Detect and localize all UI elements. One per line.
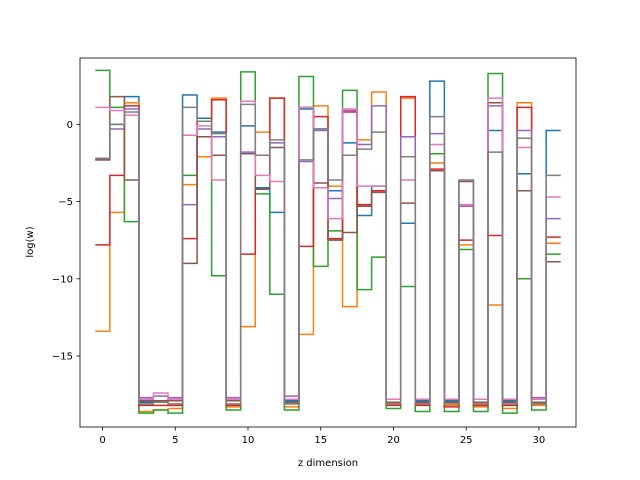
y-axis-ticks: −15 −10 −5 0 bbox=[52, 120, 80, 362]
series-line-4 bbox=[95, 95, 561, 408]
axes-frame bbox=[79, 57, 577, 428]
x-tick-label: 0 bbox=[99, 435, 105, 446]
x-tick-label: 30 bbox=[533, 435, 546, 446]
x-tick-label: 15 bbox=[314, 435, 327, 446]
y-tick-label: −5 bbox=[58, 197, 73, 208]
series-layer bbox=[95, 69, 561, 414]
x-tick-label: 10 bbox=[242, 435, 255, 446]
x-axis-ticks: 0 5 10 15 20 25 30 bbox=[99, 427, 545, 446]
x-tick-label: 25 bbox=[460, 435, 473, 446]
y-tick-label: −10 bbox=[52, 274, 73, 285]
x-tick-label: 5 bbox=[172, 435, 178, 446]
y-tick-label: 0 bbox=[67, 120, 73, 131]
series-line-6 bbox=[95, 95, 561, 404]
y-axis-label: log(w) bbox=[25, 226, 36, 257]
series-line-8 bbox=[95, 103, 561, 405]
y-tick-label: −15 bbox=[52, 351, 73, 362]
x-tick-label: 20 bbox=[387, 435, 400, 446]
plot-area bbox=[79, 57, 577, 428]
x-axis-label: z dimension bbox=[298, 458, 358, 469]
series-line-7 bbox=[95, 97, 561, 400]
series-line-3 bbox=[95, 69, 561, 414]
